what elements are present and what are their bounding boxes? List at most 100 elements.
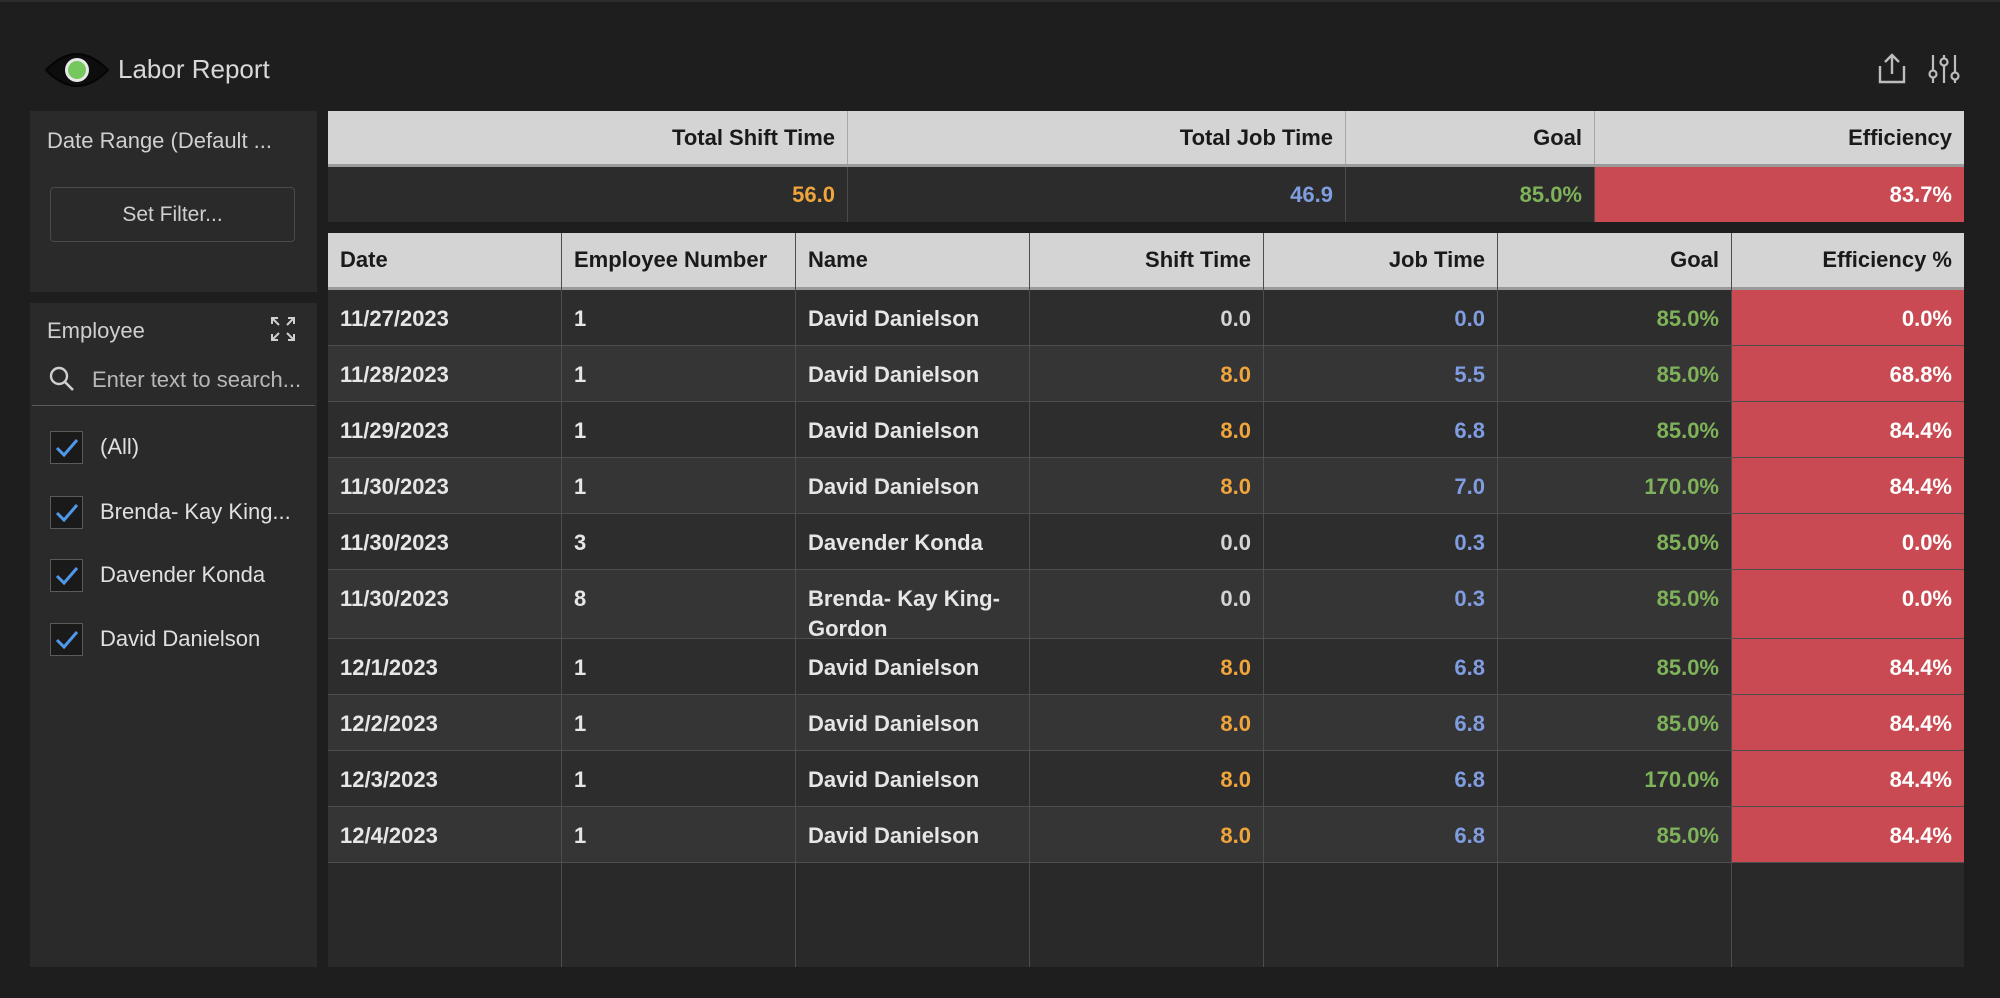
checkbox[interactable] <box>50 623 83 656</box>
efficiency-cell: 84.4% <box>1732 695 1964 750</box>
date-range-label: Date Range (Default ... <box>47 128 273 153</box>
table-row[interactable]: 11/30/2023 1 David Danielson 8.0 7.0 170.0% 84… <box>328 458 1964 514</box>
employee-number-cell: 1 <box>562 346 796 401</box>
share-export-icon[interactable] <box>1875 52 1909 86</box>
table-header-row: Date Employee Number Name Shift Time Job… <box>328 233 1964 290</box>
shift-time-cell: 8.0 <box>1030 402 1264 457</box>
set-filter-button[interactable]: Set Filter... <box>50 187 295 242</box>
name-cell: David Danielson <box>796 639 1030 694</box>
header-efficiency[interactable]: Efficiency <box>1848 125 1952 150</box>
employee-number-cell: 1 <box>562 639 796 694</box>
name-cell: Brenda- Kay King-Gordon <box>796 570 1030 641</box>
employee-number-cell: 1 <box>562 807 796 862</box>
checkbox[interactable] <box>50 496 83 529</box>
shift-time-cell: 0.0 <box>1030 290 1264 345</box>
column-header-shift-time[interactable]: Shift Time <box>1030 233 1264 287</box>
goal-cell: 85.0% <box>1498 290 1732 345</box>
employee-option-david[interactable]: David Danielson <box>50 619 310 659</box>
employee-search-input[interactable] <box>90 361 314 399</box>
checkmark-icon <box>55 504 79 523</box>
job-time-cell: 6.8 <box>1264 695 1498 750</box>
job-time-cell: 6.8 <box>1264 751 1498 806</box>
summary-table: Total Shift Time Total Job Time Goal Eff… <box>328 111 1964 222</box>
efficiency-cell: 84.4% <box>1732 458 1964 513</box>
date-cell: 11/27/2023 <box>328 290 562 345</box>
name-cell: David Danielson <box>796 695 1030 750</box>
date-cell: 11/30/2023 <box>328 514 562 569</box>
expand-icon[interactable] <box>269 315 297 343</box>
column-header-date[interactable]: Date <box>328 233 562 287</box>
goal-cell: 85.0% <box>1498 346 1732 401</box>
employee-number-cell: 1 <box>562 695 796 750</box>
total-job-time-value: 46.9 <box>848 167 1346 222</box>
shift-time-cell: 8.0 <box>1030 807 1264 862</box>
header-goal[interactable]: Goal <box>1346 111 1595 164</box>
employee-number-cell: 1 <box>562 290 796 345</box>
page-title: Labor Report <box>118 54 270 84</box>
job-time-cell: 0.3 <box>1264 514 1498 569</box>
employee-filter-panel: Employee (All) Brenda- Kay King... Daven… <box>30 303 317 967</box>
table-body: 11/27/2023 1 David Danielson 0.0 0.0 85.0% 0.0… <box>328 290 1964 863</box>
employee-number-cell: 1 <box>562 458 796 513</box>
employee-option-davender[interactable]: Davender Konda <box>50 555 310 595</box>
date-range-panel: Date Range (Default ... Set Filter... <box>30 111 317 292</box>
sliders-icon[interactable] <box>1927 52 1961 86</box>
job-time-cell: 0.0 <box>1264 290 1498 345</box>
table-row[interactable]: 11/28/2023 1 David Danielson 8.0 5.5 85.0% 68.… <box>328 346 1964 402</box>
checkmark-icon <box>55 567 79 586</box>
goal-cell: 170.0% <box>1498 751 1732 806</box>
date-cell: 11/29/2023 <box>328 402 562 457</box>
table-row[interactable]: 11/27/2023 1 David Danielson 0.0 0.0 85.0% 0.0… <box>328 290 1964 346</box>
name-cell: Davender Konda <box>796 514 1030 569</box>
employee-number-cell: 1 <box>562 751 796 806</box>
employee-option-all[interactable]: (All) <box>50 427 310 467</box>
goal-cell: 85.0% <box>1498 639 1732 694</box>
shift-time-cell: 8.0 <box>1030 639 1264 694</box>
column-header-name[interactable]: Name <box>796 233 1030 287</box>
goal-cell: 170.0% <box>1498 458 1732 513</box>
job-time-cell: 6.8 <box>1264 639 1498 694</box>
table-row[interactable]: 12/1/2023 1 David Danielson 8.0 6.8 85.0% 84.4… <box>328 639 1964 695</box>
option-label: David Danielson <box>100 626 261 651</box>
date-cell: 12/2/2023 <box>328 695 562 750</box>
table-row[interactable]: 11/29/2023 1 David Danielson 8.0 6.8 85.0% 84.… <box>328 402 1964 458</box>
header-total-job-time[interactable]: Total Job Time <box>848 111 1346 164</box>
name-cell: David Danielson <box>796 346 1030 401</box>
column-header-goal[interactable]: Goal <box>1498 233 1732 287</box>
name-cell: David Danielson <box>796 290 1030 345</box>
efficiency-cell: 0.0% <box>1732 290 1964 345</box>
job-time-cell: 0.3 <box>1264 570 1498 638</box>
column-header-efficiency[interactable]: Efficiency % <box>1822 247 1952 272</box>
checkbox[interactable] <box>50 559 83 592</box>
name-cell: David Danielson <box>796 458 1030 513</box>
eye-logo-icon <box>44 53 110 87</box>
shift-time-cell: 8.0 <box>1030 751 1264 806</box>
employee-label: Employee <box>47 318 145 343</box>
shift-time-cell: 8.0 <box>1030 695 1264 750</box>
employee-option-brenda[interactable]: Brenda- Kay King... <box>50 492 310 532</box>
search-icon <box>49 366 74 391</box>
table-row[interactable]: 12/2/2023 1 David Danielson 8.0 6.8 85.0% 84.4… <box>328 695 1964 751</box>
option-label: Brenda- Kay King... <box>100 499 291 524</box>
header-bar: Labor Report <box>0 0 2000 98</box>
checkbox[interactable] <box>50 431 83 464</box>
table-row[interactable]: 12/3/2023 1 David Danielson 8.0 6.8 170.0% 84.… <box>328 751 1964 807</box>
goal-cell: 85.0% <box>1498 402 1732 457</box>
table-row[interactable]: 12/4/2023 1 David Danielson 8.0 6.8 85.0% 84.4… <box>328 807 1964 863</box>
summary-values-row: 56.0 46.9 85.0% 83.7% <box>328 167 1964 222</box>
shift-time-cell: 8.0 <box>1030 346 1264 401</box>
date-cell: 12/4/2023 <box>328 807 562 862</box>
table-row[interactable]: 11/30/2023 3 Davender Konda 0.0 0.3 85.0% 0.0% <box>328 514 1964 570</box>
header-total-shift-time[interactable]: Total Shift Time <box>328 111 848 164</box>
goal-value: 85.0% <box>1346 167 1595 222</box>
job-time-cell: 6.8 <box>1264 807 1498 862</box>
goal-cell: 85.0% <box>1498 570 1732 638</box>
column-header-job-time[interactable]: Job Time <box>1264 233 1498 287</box>
efficiency-cell: 68.8% <box>1732 346 1964 401</box>
employee-search <box>32 355 315 406</box>
table-row[interactable]: 11/30/2023 8 Brenda- Kay King-Gordon 0.0 0.3… <box>328 570 1964 641</box>
date-cell: 12/3/2023 <box>328 751 562 806</box>
checkmark-icon <box>55 631 79 650</box>
date-cell: 11/30/2023 <box>328 458 562 513</box>
column-header-employee-number[interactable]: Employee Number <box>562 233 796 287</box>
